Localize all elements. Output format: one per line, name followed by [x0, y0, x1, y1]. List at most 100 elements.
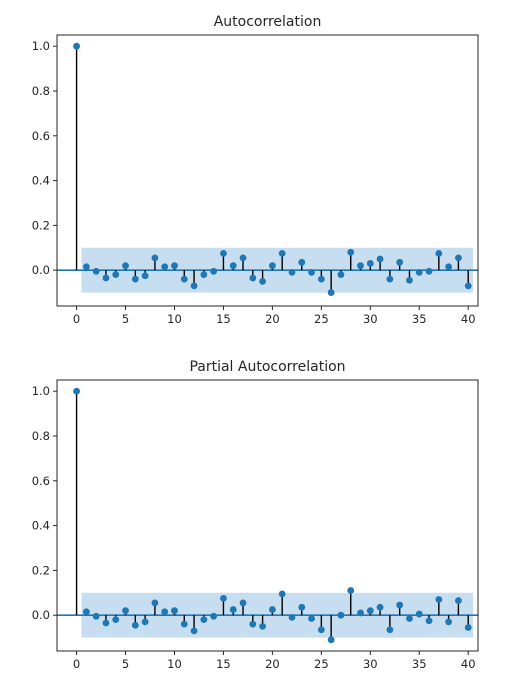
- pacf-point: [337, 611, 345, 619]
- pacf-y-tick-label: 0.6: [32, 474, 50, 488]
- pacf-x-tick-label: 15: [216, 657, 231, 671]
- acf-y-tick-label: 0.6: [32, 129, 50, 143]
- pacf-y-tick-label: 0.4: [32, 519, 50, 533]
- pacf-point: [347, 587, 355, 594]
- acf-x-tick-label: 20: [265, 312, 280, 326]
- pacf-point: [425, 617, 433, 625]
- pacf-point: [161, 608, 169, 616]
- acf-point: [455, 254, 462, 262]
- pacf-point: [464, 624, 472, 631]
- pacf-point: [210, 612, 218, 620]
- acf-x-tick-label: 30: [363, 312, 378, 326]
- acf-point: [151, 254, 159, 262]
- acf-point: [406, 276, 413, 284]
- pacf-point: [327, 636, 335, 644]
- acf-point: [317, 275, 325, 283]
- pacf-point: [298, 603, 306, 611]
- pacf-point: [406, 615, 413, 622]
- acf-point: [229, 262, 237, 270]
- pacf-y-tick-label: 1.0: [32, 384, 50, 398]
- acf-point: [239, 254, 247, 262]
- acf-point: [73, 42, 80, 50]
- pacf-y-tick-label: 0.8: [32, 429, 50, 443]
- acf-x-tick-label: 40: [461, 312, 476, 326]
- pacf-x-tick-label: 30: [363, 657, 378, 671]
- pacf-point: [435, 596, 443, 603]
- pacf-point: [288, 614, 296, 621]
- acf-plot-area: 0 5 10 15 20 25 30 35 40 0.0 0.2 0.4 0.6 0.8 1.0: [32, 34, 479, 326]
- pacf-x-tick-label: 0: [73, 657, 80, 671]
- acf-point: [415, 269, 423, 276]
- acf-point: [445, 263, 453, 271]
- acf-point: [278, 249, 286, 257]
- acf-point: [268, 262, 276, 270]
- acf-point: [376, 255, 384, 263]
- acf-point: [200, 271, 208, 279]
- acf-title: Autocorrelation: [214, 14, 322, 30]
- acf-point: [259, 277, 267, 285]
- acf-point: [171, 262, 178, 270]
- pacf-panel: Partial Autocorrelation 0 5 10 15 20 25 30 35 40…: [32, 359, 479, 671]
- acf-point: [425, 267, 433, 275]
- pacf-x-tick-label: 5: [122, 657, 129, 671]
- pacf-point: [151, 599, 159, 607]
- pacf-y-tick-label: 0.2: [32, 563, 50, 577]
- pacf-point: [141, 618, 149, 626]
- pacf-x-tick-label: 25: [314, 657, 329, 671]
- pacf-point: [239, 599, 247, 607]
- acf-x-tick-label: 10: [167, 312, 182, 326]
- acf-point: [366, 260, 374, 267]
- acf-point: [464, 282, 472, 290]
- acf-point: [131, 275, 139, 283]
- pacf-point: [200, 616, 208, 624]
- pacf-point: [357, 609, 364, 617]
- acf-point: [82, 263, 90, 271]
- acf-y-tick-label: 0.0: [32, 263, 50, 277]
- acf-x-tick-label: 0: [73, 312, 80, 326]
- acf-point: [288, 269, 296, 276]
- acf-point: [190, 282, 198, 290]
- pacf-point: [386, 626, 394, 634]
- pacf-point: [366, 607, 374, 615]
- pacf-point: [376, 603, 384, 611]
- acf-point: [220, 249, 227, 257]
- acf-x-tick-label: 5: [122, 312, 129, 326]
- pacf-point: [249, 620, 257, 628]
- pacf-point: [415, 610, 423, 618]
- acf-point: [357, 262, 364, 270]
- pacf-point: [131, 621, 139, 629]
- pacf-point: [190, 627, 198, 635]
- pacf-point: [220, 594, 227, 602]
- pacf-x-tick-label: 40: [461, 657, 476, 671]
- acf-point: [347, 248, 355, 256]
- acf-point: [337, 271, 345, 279]
- pacf-x-tick-label: 35: [412, 657, 427, 671]
- pacf-y-tick-label: 0.0: [32, 608, 50, 622]
- pacf-point: [445, 618, 453, 626]
- pacf-x-tick-label: 20: [265, 657, 280, 671]
- acf-point: [141, 272, 149, 280]
- pacf-plot-area: 0 5 10 15 20 25 30 35 40 0.0 0.2 0.4 0.6 0.8 1.0: [32, 379, 479, 671]
- acf-point: [161, 263, 169, 271]
- acf-point: [327, 289, 335, 296]
- pacf-point: [112, 616, 120, 624]
- pacf-point: [317, 626, 325, 634]
- acf-y-tick-label: 1.0: [32, 39, 50, 53]
- acf-point: [102, 274, 110, 282]
- pacf-point: [82, 608, 90, 616]
- acf-y-tick-label: 0.4: [32, 174, 50, 188]
- pacf-point: [229, 606, 237, 613]
- acf-y-tick-label: 0.8: [32, 84, 50, 98]
- pacf-point: [308, 615, 315, 622]
- acf-point: [180, 275, 188, 283]
- pacf-point: [92, 612, 100, 620]
- acf-point: [112, 271, 120, 279]
- pacf-point: [278, 590, 286, 598]
- acf-point: [308, 269, 315, 276]
- pacf-point: [73, 387, 80, 395]
- pacf-point: [102, 619, 110, 627]
- acf-point: [435, 249, 443, 257]
- acf-point: [396, 258, 404, 266]
- acf-axes-frame: [56, 34, 479, 307]
